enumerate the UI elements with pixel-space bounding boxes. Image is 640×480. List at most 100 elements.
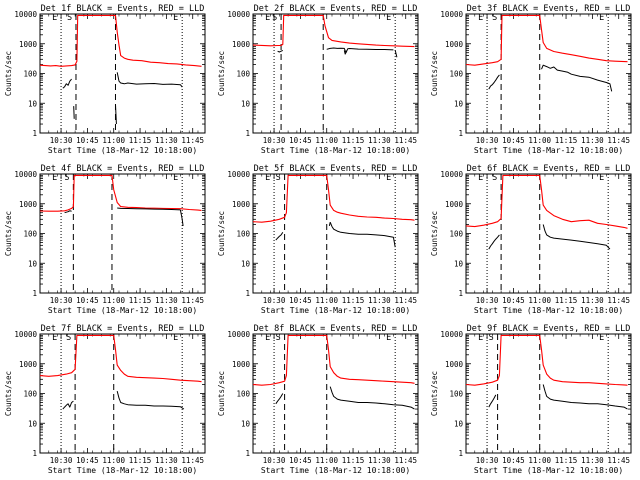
x-tick-label: 10:30 <box>263 296 286 305</box>
x-tick-label: 11:30 <box>368 296 391 305</box>
x-tick-label: 11:45 <box>181 456 204 465</box>
events-series-line <box>277 49 284 53</box>
events-series-line <box>64 210 72 214</box>
y-axis-label: Counts/sec <box>217 51 226 96</box>
x-tick-label: 11:15 <box>342 456 365 465</box>
y-tick-label: 1000 <box>19 360 38 369</box>
x-tick-label: 11:30 <box>581 136 604 145</box>
y-tick-label: 10000 <box>440 330 463 339</box>
eclipse-start-letter: E <box>599 173 604 183</box>
y-tick-label: 100 <box>23 390 37 399</box>
panel-plot: 1 10 100 1000 10000 10:30 10:45 11:00 11:15 11:30… <box>217 324 419 475</box>
y-tick-label: 1000 <box>232 360 251 369</box>
x-tick-label: 10:45 <box>76 136 99 145</box>
eclipse-end-letter: E <box>265 173 270 183</box>
x-tick-label: 11:30 <box>368 136 391 145</box>
x-tick-label: 11:15 <box>129 296 152 305</box>
events-series-line <box>275 232 284 241</box>
panel-plot: 1 10 100 1000 10000 10:30 10:45 11:00 11:15 11:30… <box>430 324 632 475</box>
saa-entry-letter: S <box>276 173 281 183</box>
x-tick-label: 10:30 <box>263 456 286 465</box>
panel-plot: 1 10 100 1000 10000 10:30 10:45 11:00 11:15 11:30… <box>4 324 206 475</box>
eclipse-end-letter: E <box>265 333 270 343</box>
saa-entry-letter: S <box>492 173 497 183</box>
y-tick-label: 1 <box>32 289 37 298</box>
x-axis-label: Start Time (18-Mar-12 10:18:00) <box>474 466 623 475</box>
x-axis-label: Start Time (18-Mar-12 10:18:00) <box>261 466 410 475</box>
y-tick-label: 10000 <box>440 10 463 19</box>
x-tick-label: 11:30 <box>155 296 178 305</box>
y-tick-label: 10000 <box>227 10 250 19</box>
lld-series-line <box>39 174 202 212</box>
detector-panel: 1 10 100 1000 10000 10:30 10:45 11:00 11:15 11:30… <box>213 160 426 320</box>
y-tick-label: 100 <box>449 390 463 399</box>
x-tick-label: 11:15 <box>555 136 578 145</box>
events-series-line <box>328 222 331 227</box>
y-tick-label: 100 <box>449 70 463 79</box>
panel-title: Det 3f BLACK = Events, RED = LLD <box>467 4 631 14</box>
x-tick-label: 10:45 <box>502 136 525 145</box>
x-axis-label: Start Time (18-Mar-12 10:18:00) <box>474 146 623 155</box>
plot-frame <box>252 333 419 454</box>
y-tick-label: 10000 <box>14 10 37 19</box>
eclipse-end-letter: E <box>265 13 270 23</box>
detector-panel: 1 10 100 1000 10000 10:30 10:45 11:00 11:15 11:30… <box>426 0 639 160</box>
x-tick-label: 11:15 <box>342 296 365 305</box>
saa-entry-letter: S <box>489 333 494 343</box>
x-tick-label: 10:30 <box>50 136 73 145</box>
events-series-line <box>542 224 611 250</box>
eclipse-start-letter: E <box>599 333 604 343</box>
y-tick-label: 1 <box>245 449 250 458</box>
y-tick-label: 100 <box>23 70 37 79</box>
lld-series-line <box>252 14 415 48</box>
y-tick-label: 1 <box>458 129 463 138</box>
x-tick-label: 10:30 <box>50 296 73 305</box>
events-series-line <box>73 106 75 119</box>
y-tick-label: 10 <box>241 99 251 108</box>
plot-frame <box>465 333 632 454</box>
y-tick-label: 10 <box>454 259 464 268</box>
eclipse-end-letter: E <box>478 333 483 343</box>
plot-frame <box>252 13 419 134</box>
detector-panel: 1 10 100 1000 10000 10:30 10:45 11:00 11:15 11:30… <box>0 0 213 160</box>
x-tick-label: 11:45 <box>181 296 204 305</box>
y-tick-label: 100 <box>236 230 250 239</box>
events-series-line <box>329 222 396 248</box>
x-tick-label: 11:00 <box>315 456 338 465</box>
lld-series-line <box>39 334 202 383</box>
detector-panel: 1 10 100 1000 10000 10:30 10:45 11:00 11:15 11:30… <box>426 160 639 320</box>
y-tick-label: 1 <box>458 289 463 298</box>
eclipse-start-letter: E <box>386 173 391 183</box>
detector-panel: 1 10 100 1000 10000 10:30 10:45 11:00 11:15 11:30… <box>0 320 213 480</box>
y-tick-label: 100 <box>236 70 250 79</box>
panel-title: Det 4f BLACK = Events, RED = LLD <box>41 164 205 174</box>
x-axis-label: Start Time (18-Mar-12 10:18:00) <box>48 306 197 315</box>
x-tick-label: 10:30 <box>476 136 499 145</box>
eclipse-start-letter: E <box>173 173 178 183</box>
x-tick-label: 11:15 <box>555 456 578 465</box>
y-tick-label: 1000 <box>19 200 38 209</box>
panel-plot: 1 10 100 1000 10000 10:30 10:45 11:00 11:15 11:30… <box>4 4 206 155</box>
panel-title: Det 2f BLACK = Events, RED = LLD <box>254 4 418 14</box>
x-tick-label: 10:30 <box>263 136 286 145</box>
events-series-line <box>62 400 74 410</box>
x-tick-label: 10:30 <box>50 456 73 465</box>
x-axis-label: Start Time (18-Mar-12 10:18:00) <box>48 146 197 155</box>
events-series-line <box>179 209 184 226</box>
panel-title: Det 6f BLACK = Events, RED = LLD <box>467 164 631 174</box>
lld-series-line <box>465 334 628 386</box>
panel-title: Det 9f BLACK = Events, RED = LLD <box>467 324 631 334</box>
y-tick-label: 100 <box>449 230 463 239</box>
x-tick-label: 10:30 <box>476 296 499 305</box>
panel-title: Det 8f BLACK = Events, RED = LLD <box>254 324 418 334</box>
y-tick-label: 10 <box>241 259 251 268</box>
events-series-line <box>116 72 183 88</box>
x-tick-label: 11:00 <box>528 296 551 305</box>
eclipse-end-letter: E <box>52 13 57 23</box>
detector-panel: 1 10 100 1000 10000 10:30 10:45 11:00 11:15 11:30… <box>213 0 426 160</box>
x-tick-label: 10:30 <box>476 456 499 465</box>
eclipse-start-letter: E <box>386 13 391 23</box>
y-axis-label: Counts/sec <box>430 211 439 256</box>
panel-plot: 1 10 100 1000 10000 10:30 10:45 11:00 11:15 11:30… <box>430 4 632 155</box>
saa-entry-letter: S <box>272 13 277 23</box>
